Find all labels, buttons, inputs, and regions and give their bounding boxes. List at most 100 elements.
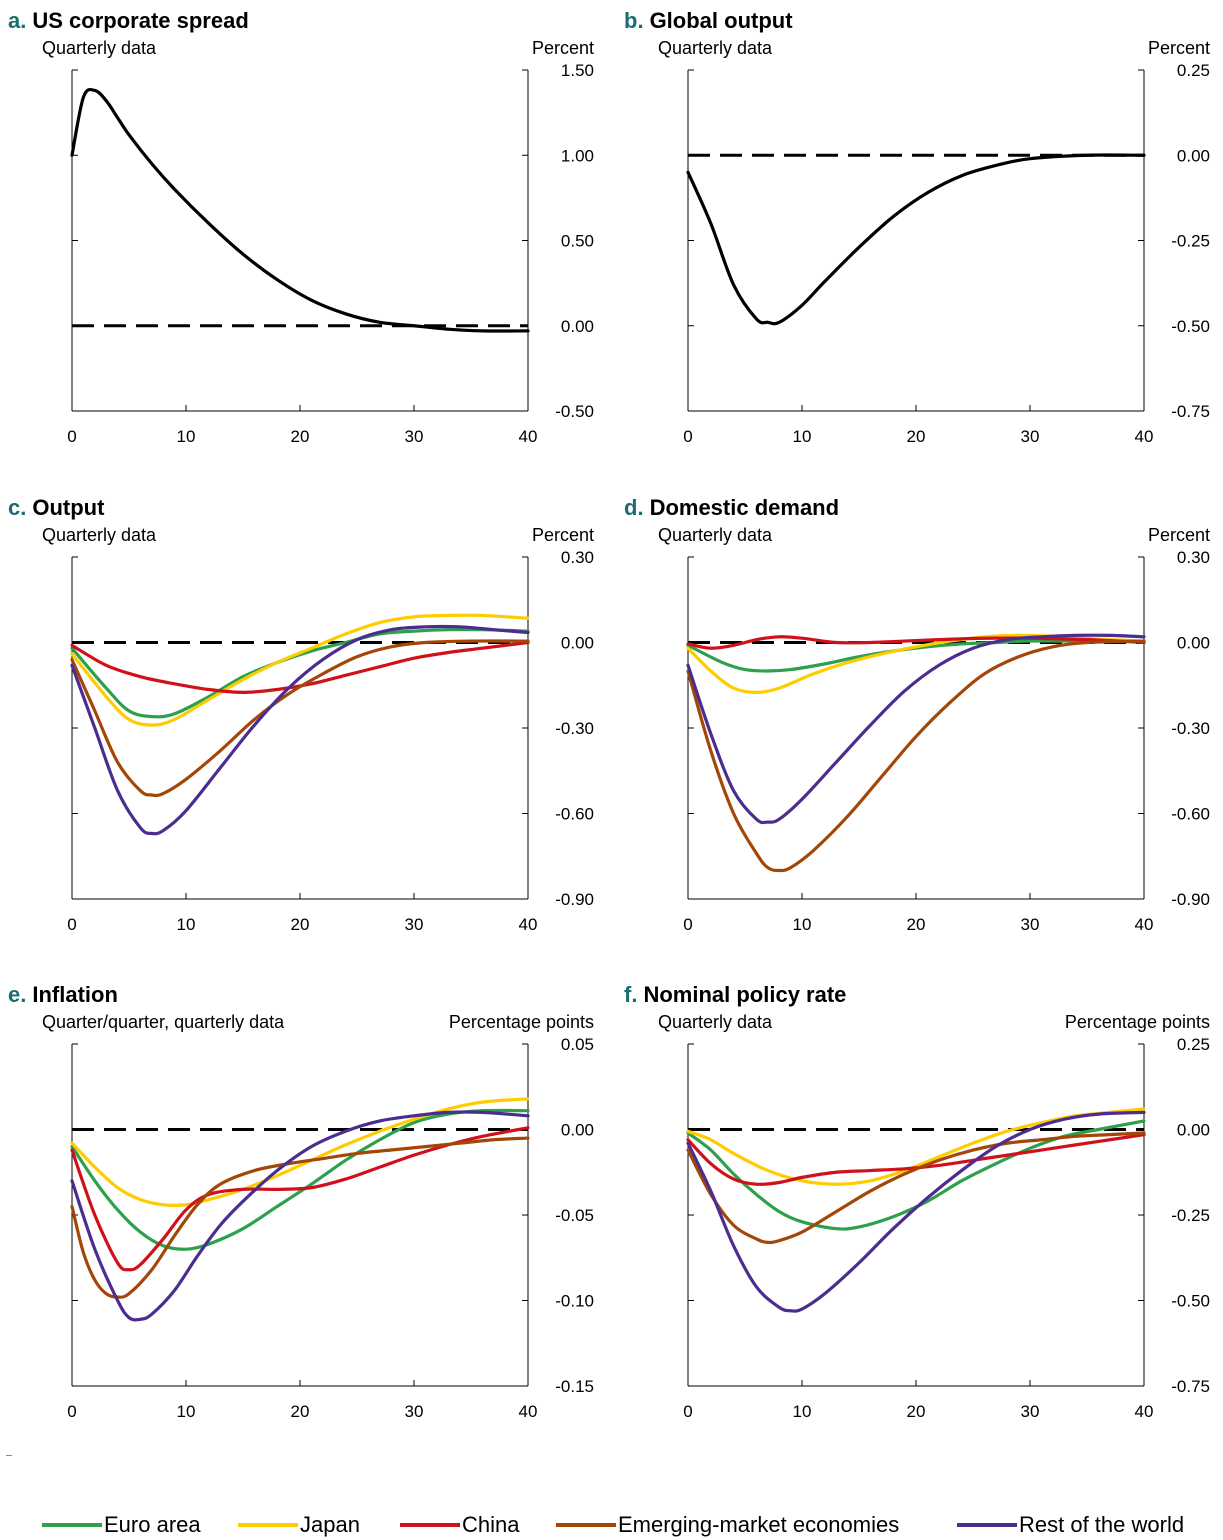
- panel-b-ytick-label: -0.25: [1171, 232, 1210, 251]
- panel-e-series-euro-area: [70, 1108, 530, 1251]
- panel-d-ytick-label: -0.60: [1171, 805, 1210, 824]
- panel-d-ytick-label: 0.30: [1177, 548, 1210, 567]
- panel-b-title-text: Global output: [650, 8, 794, 33]
- panel-d-xtick-label: 20: [907, 915, 926, 934]
- panel-f-ytick-label: 0.25: [1177, 1035, 1210, 1054]
- panel-b-ytick-label: 0.25: [1177, 61, 1210, 80]
- panel-a-ytick-label: 1.50: [561, 61, 594, 80]
- panel-b-series-single: [686, 153, 1146, 326]
- legend-item-japan: Japan: [238, 1512, 360, 1538]
- panel-e-series-rest-of-the-world: [70, 1110, 530, 1322]
- panel-f-title-text: Nominal policy rate: [643, 982, 846, 1007]
- legend-item-euro-area: Euro area: [42, 1512, 201, 1538]
- panel-e-ytick-label: -0.10: [555, 1292, 594, 1311]
- panel-c-xtick-label: 0: [67, 915, 76, 934]
- panel-f-xtick-label: 0: [683, 1402, 692, 1421]
- panel-d-subtitle: Quarterly data: [658, 525, 773, 545]
- panel-a-xtick-label: 20: [291, 427, 310, 446]
- legend-swatch-japan: [238, 1523, 298, 1527]
- panel-a-ytick-label: 1.00: [561, 146, 594, 165]
- panel-b-unit-label: Percent: [1148, 38, 1210, 58]
- panel-d-letter: d.: [624, 495, 644, 520]
- panel-a-xtick-label: 30: [405, 427, 424, 446]
- panel-e-subtitle: Quarter/quarter, quarterly data: [42, 1012, 285, 1032]
- panel-d: d. Domestic demand Quarterly data Percent 0.…: [624, 495, 1210, 934]
- panel-e-ytick-label: -0.05: [555, 1206, 594, 1225]
- panel-c-unit-label: Percent: [532, 525, 594, 545]
- panel-e-series-emerging-market-economies: [70, 1136, 530, 1299]
- legend-label-euro-area: Euro area: [104, 1512, 201, 1537]
- legend-label-china: China: [462, 1512, 520, 1537]
- panel-b-ytick-label: 0.00: [1177, 146, 1210, 165]
- panel-f-title: f. Nominal policy rate: [624, 982, 846, 1007]
- panel-f-unit-label: Percentage points: [1065, 1012, 1210, 1032]
- panel-b-xtick-label: 30: [1021, 427, 1040, 446]
- panel-c-ytick-label: -0.90: [555, 890, 594, 909]
- legend-swatch-rest-of-the-world: [957, 1523, 1017, 1527]
- panel-f-series-rest-of-the-world: [686, 1110, 1146, 1313]
- panel-f-ytick-label: 0.00: [1177, 1121, 1210, 1140]
- panel-b-xtick-label: 40: [1135, 427, 1154, 446]
- legend-label-japan: Japan: [300, 1512, 360, 1537]
- panel-d-title-text: Domestic demand: [650, 495, 840, 520]
- panel-a-xtick-label: 40: [519, 427, 538, 446]
- panel-d-xtick-label: 30: [1021, 915, 1040, 934]
- panel-d-series-rest-of-the-world: [686, 633, 1146, 825]
- panel-c-series-rest-of-the-world: [70, 624, 530, 836]
- panel-f-series-emerging-market-economies: [686, 1131, 1146, 1245]
- panel-c-series-china: [70, 640, 530, 694]
- legend-swatch-euro-area: [42, 1523, 102, 1527]
- panel-b-xtick-label: 0: [683, 427, 692, 446]
- panel-c-title: c. Output: [8, 495, 105, 520]
- panel-d-ytick-label: 0.00: [1177, 634, 1210, 653]
- panel-b-xtick-label: 20: [907, 427, 926, 446]
- panel-c-ytick-label: 0.00: [561, 634, 594, 653]
- panel-a: a. US corporate spread Quarterly data Perce…: [8, 8, 594, 446]
- panel-b-letter: b.: [624, 8, 644, 33]
- legend-label-emerging-market-economies: Emerging-market economies: [618, 1512, 900, 1537]
- panel-a-xtick-label: 10: [177, 427, 196, 446]
- panel-d-ytick-label: -0.90: [1171, 890, 1210, 909]
- panel-f-series-euro-area: [686, 1119, 1146, 1231]
- panel-d-xtick-label: 10: [793, 915, 812, 934]
- legend: Euro area Japan China Emerging-market ec…: [0, 1506, 1223, 1540]
- panel-f-xtick-label: 10: [793, 1402, 812, 1421]
- panel-c-xtick-label: 20: [291, 915, 310, 934]
- panel-c-xtick-label: 10: [177, 915, 196, 934]
- panel-c-title-text: Output: [32, 495, 105, 520]
- panel-d-xtick-label: 0: [683, 915, 692, 934]
- panel-e-letter: e.: [8, 982, 26, 1007]
- panel-c-letter: c.: [8, 495, 26, 520]
- panel-f-series-japan: [686, 1107, 1146, 1186]
- legend-item-emerging-market-economies: Emerging-market economies: [556, 1512, 899, 1538]
- panel-b-title: b. Global output: [624, 8, 793, 33]
- panel-a-series-single: [70, 87, 530, 333]
- panel-f-xtick-label: 40: [1135, 1402, 1154, 1421]
- panel-f-ytick-label: -0.75: [1171, 1377, 1210, 1396]
- panel-a-letter: a.: [8, 8, 26, 33]
- panel-d-title: d. Domestic demand: [624, 495, 839, 520]
- panel-a-xtick-label: 0: [67, 427, 76, 446]
- panel-d-xtick-label: 40: [1135, 915, 1154, 934]
- panel-a-subtitle: Quarterly data: [42, 38, 157, 58]
- panel-c-series-emerging-market-economies: [70, 639, 530, 798]
- panel-c-xtick-label: 30: [405, 915, 424, 934]
- panel-f-ytick-label: -0.50: [1171, 1292, 1210, 1311]
- panel-c-ytick-label: -0.30: [555, 719, 594, 738]
- panel-f-letter: f.: [624, 982, 637, 1007]
- legend-swatch-china: [400, 1523, 460, 1527]
- panel-e-ytick-label: 0.05: [561, 1035, 594, 1054]
- legend-swatch-emerging-market-economies: [556, 1523, 616, 1527]
- panel-c-ytick-label: -0.60: [555, 805, 594, 824]
- panel-d-ytick-label: -0.30: [1171, 719, 1210, 738]
- panel-f: f. Nominal policy rate Quarterly data Perce…: [624, 982, 1210, 1421]
- legend-item-china: China: [400, 1512, 519, 1538]
- panel-a-unit-label: Percent: [532, 38, 594, 58]
- panel-e-title: e. Inflation: [8, 982, 118, 1007]
- legend-label-rest-of-the-world: Rest of the world: [1019, 1512, 1185, 1537]
- panel-e-title-text: Inflation: [32, 982, 118, 1007]
- panel-d-unit-label: Percent: [1148, 525, 1210, 545]
- panel-e-xtick-label: 0: [67, 1402, 76, 1421]
- stray-mark: [6, 1455, 12, 1456]
- panel-b-ytick-label: -0.75: [1171, 402, 1210, 421]
